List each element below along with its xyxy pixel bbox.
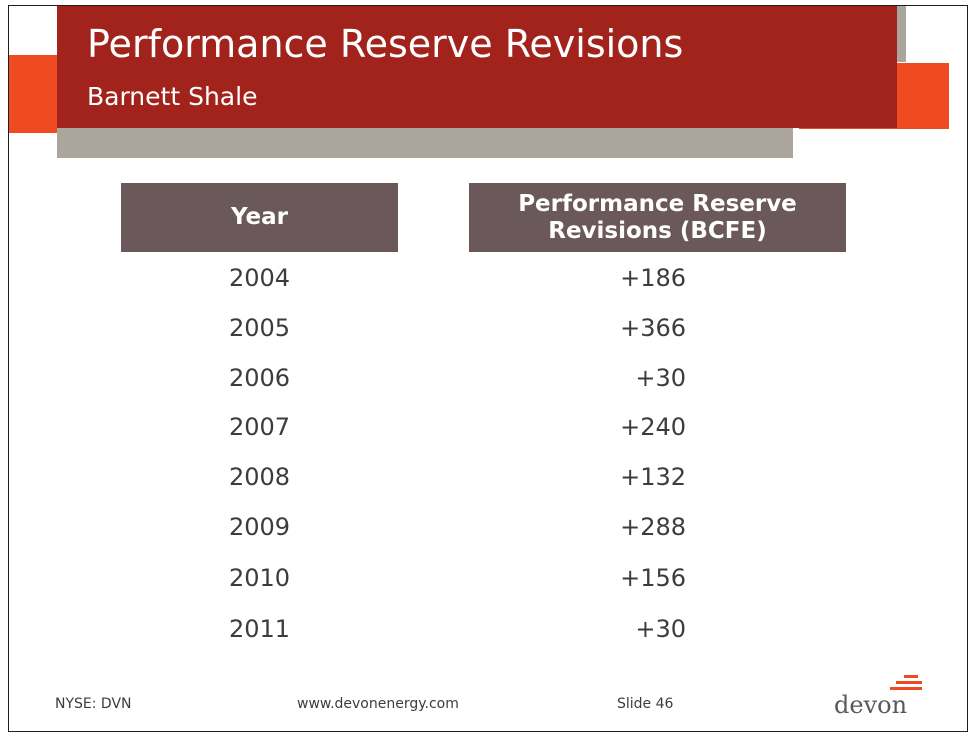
year-cell: 2006	[228, 364, 291, 392]
footer-website: www.devonenergy.com	[297, 696, 459, 712]
year-cell: 2008	[228, 463, 291, 491]
footer-slide-number: Slide 46	[617, 696, 674, 712]
revision-cell: +30	[635, 615, 686, 643]
revision-cell: +240	[620, 413, 686, 441]
column-header-year-label: Year	[230, 204, 288, 230]
revision-cell: +30	[635, 364, 686, 392]
table-row: 2010 +156	[9, 558, 967, 598]
table-row: 2005 +366	[9, 308, 967, 348]
year-cell: 2005	[228, 314, 291, 342]
slide: Performance Reserve Revisions Barnett Sh…	[8, 5, 968, 732]
year-cell: 2009	[228, 513, 291, 541]
table-row: 2004 +186	[9, 258, 967, 298]
column-header-year: Year	[121, 183, 398, 252]
table-row: 2008 +132	[9, 457, 967, 497]
year-cell: 2004	[228, 264, 291, 292]
revision-cell: +186	[620, 264, 686, 292]
table-row: 2007 +240	[9, 407, 967, 447]
slide-subtitle: Barnett Shale	[87, 82, 258, 111]
orange-accent-left	[9, 55, 57, 133]
logo-stripes-icon	[890, 675, 922, 690]
column-header-revisions: Performance Reserve Revisions (BCFE)	[469, 183, 846, 252]
year-cell: 2010	[228, 564, 291, 592]
title-banner	[57, 6, 897, 128]
gray-accent-bar	[57, 128, 793, 158]
table-row: 2006 +30	[9, 358, 967, 398]
year-cell: 2007	[228, 413, 291, 441]
revision-cell: +156	[620, 564, 686, 592]
table-row: 2011 +30	[9, 609, 967, 649]
column-header-revisions-label: Performance Reserve Revisions (BCFE)	[518, 190, 797, 244]
table-row: 2009 +288	[9, 507, 967, 547]
revision-cell: +288	[620, 513, 686, 541]
year-cell: 2011	[228, 615, 291, 643]
footer-ticker: NYSE: DVN	[55, 696, 132, 712]
devon-logo-text: devon	[834, 691, 908, 719]
revision-cell: +366	[620, 314, 686, 342]
devon-logo: devon	[834, 674, 924, 718]
revision-cell: +132	[620, 463, 686, 491]
slide-title: Performance Reserve Revisions	[87, 22, 684, 66]
